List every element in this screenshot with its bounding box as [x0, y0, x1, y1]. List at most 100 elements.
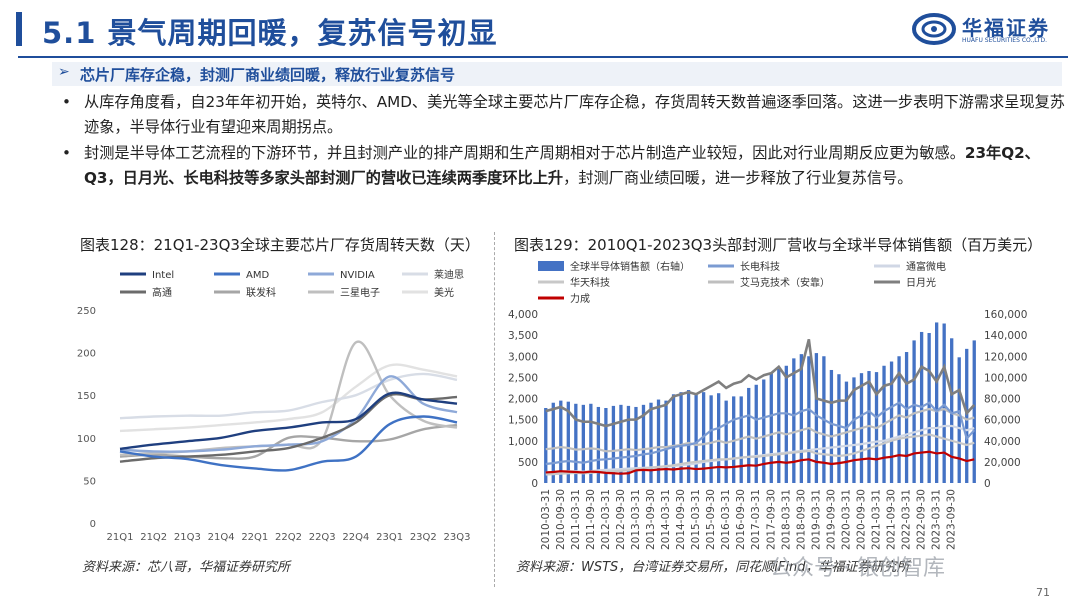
y-left-tick-label: 1,000	[508, 436, 538, 448]
y-left-tick-label: 3,000	[508, 351, 538, 363]
y-left-tick-label: 2,000	[508, 394, 538, 406]
x-tick-label: 2014-03-31	[660, 489, 672, 550]
x-tick-label: 2018-03-31	[780, 489, 792, 550]
revenue-bar	[777, 368, 781, 483]
x-tick-label: 2012-03-31	[600, 489, 612, 550]
y-right-tick-label: 80,000	[984, 394, 1021, 406]
legend-label: 联发科	[246, 286, 276, 299]
revenue-bar	[634, 406, 638, 483]
y-tick-label: 50	[83, 476, 96, 487]
revenue-bar	[679, 392, 683, 483]
revenue-bar	[965, 348, 969, 483]
y-left-tick-label: 500	[518, 457, 538, 469]
x-tick-label: 2015-03-31	[690, 489, 702, 550]
legend-label: 全球半导体销售额（右轴）	[570, 260, 690, 273]
x-tick-label: 2019-09-30	[825, 489, 837, 550]
series-line-3	[545, 407, 975, 453]
legend-label: 美光	[434, 286, 454, 299]
logo-subtitle: HUAFU SECURITIES CO.,LTD.	[962, 37, 1048, 44]
x-tick-label: 21Q4	[208, 532, 235, 543]
revenue-bar	[935, 322, 939, 483]
x-tick-label: 2020-03-31	[840, 489, 852, 550]
revenue-bar	[717, 393, 721, 483]
revenue-bar	[589, 403, 593, 483]
subheading-text: 芯片厂库存企稳，封测厂商业绩回暖，释放行业复苏信号	[80, 66, 456, 84]
x-tick-label: 21Q2	[140, 532, 167, 543]
chart2-source: 资料来源：WSTS，台湾证券交易所，同花顺iFind，华福证券研究所	[516, 560, 910, 575]
x-tick-label: 2016-03-31	[720, 489, 732, 550]
revenue-bar	[799, 354, 803, 483]
revenue-bar	[604, 408, 608, 483]
x-tick-label: 2010-03-31	[540, 489, 552, 550]
revenue-bar	[837, 374, 841, 483]
bullet-list: • 从库存角度看，自23年年初开始，英特尔、AMD、美光等全球主要芯片厂库存企稳…	[56, 90, 1066, 192]
x-tick-label: 22Q3	[309, 532, 336, 543]
revenue-bar	[641, 404, 646, 483]
y-tick-label: 150	[77, 391, 96, 402]
bullet-bold-text: 23年Q2、Q3，日月光、长电科技等多家头部封测厂的营收已连续两季度环比上升	[84, 144, 1040, 187]
revenue-bar	[671, 394, 676, 483]
x-tick-label: 22Q4	[342, 532, 369, 543]
revenue-bar	[709, 395, 713, 483]
revenue-bar	[566, 401, 570, 483]
x-tick-label: 2016-09-30	[735, 489, 747, 550]
revenue-bar	[619, 404, 623, 483]
y-right-tick-label: 40,000	[984, 436, 1021, 448]
x-tick-label: 2012-09-30	[615, 489, 627, 550]
x-tick-label: 2017-03-31	[750, 489, 762, 550]
legend-label: 日月光	[906, 276, 936, 289]
y-tick-label: 0	[90, 519, 96, 530]
legend-label: 力成	[570, 292, 590, 305]
revenue-bar	[581, 404, 585, 483]
subheading-box: ➢ 芯片厂库存企稳，封测厂商业绩回暖，释放行业复苏信号	[52, 62, 1062, 86]
series-line-3	[119, 372, 458, 420]
x-tick-label: 2013-09-30	[645, 489, 657, 550]
series-line-2	[545, 433, 975, 476]
bullet-text: 封测是半导体工艺流程的下游环节，并且封测产业的排产周期和生产周期相对于芯片制造产…	[84, 144, 965, 162]
revenue-bar	[694, 393, 698, 483]
y-right-tick-label: 20,000	[984, 457, 1021, 469]
x-tick-label: 2017-09-30	[765, 489, 777, 550]
page-number: 71	[1036, 586, 1050, 599]
series-line-2	[119, 375, 458, 453]
legend-label: AMD	[246, 270, 269, 281]
x-tick-label: 21Q3	[174, 532, 201, 543]
bullet-item: • 封测是半导体工艺流程的下游环节，并且封测产业的排产周期和生产周期相对于芯片制…	[56, 141, 1066, 191]
x-tick-label: 2013-03-31	[630, 489, 642, 550]
x-tick-label: 2010-09-30	[555, 489, 567, 550]
revenue-bar	[686, 390, 691, 483]
y-tick-label: 100	[77, 434, 96, 445]
revenue-bar	[559, 400, 563, 483]
x-tick-label: 2020-09-30	[855, 489, 867, 550]
revenue-bar	[957, 357, 961, 483]
series-line-4	[545, 339, 976, 428]
revenue-bar	[656, 399, 661, 483]
revenue-bar	[769, 373, 773, 483]
y-tick-label: 200	[77, 349, 96, 360]
y-tick-label: 250	[77, 306, 96, 317]
logo-name: 华福证券	[962, 16, 1050, 40]
revenue-bar	[972, 340, 976, 483]
x-tick-label: 2021-09-30	[886, 489, 898, 550]
bullet-item: • 从库存角度看，自23年年初开始，英特尔、AMD、美光等全球主要芯片厂库存企稳…	[56, 90, 1066, 140]
revenue-bar	[784, 365, 788, 483]
legend-label: NVIDIA	[340, 270, 375, 281]
legend-label: 高通	[152, 286, 172, 299]
series-line-7	[119, 363, 458, 433]
chart1-title: 图表128：21Q1-23Q3全球主要芯片厂存货周转天数（天）	[80, 236, 480, 254]
series-line-1	[119, 415, 458, 472]
revenue-bar	[792, 358, 796, 483]
x-tick-label: 23Q2	[410, 532, 437, 543]
legend-swatch	[538, 261, 564, 271]
chart1-source: 资料来源：芯八哥，华福证券研究所	[82, 560, 291, 575]
x-tick-label: 2023-09-30	[946, 489, 958, 550]
revenue-bar	[626, 405, 631, 483]
company-logo: 华福证券 HUAFU SECURITIES CO.,LTD.	[912, 12, 1072, 46]
x-tick-label: 2018-09-30	[795, 489, 807, 550]
legend-label: 长电科技	[740, 260, 780, 273]
x-tick-label: 2023-03-31	[931, 489, 943, 550]
x-tick-label: 22Q1	[241, 532, 268, 543]
chart2-title: 图表129：2010Q1-2023Q3头部封测厂营收与全球半导体销售额（百万美元…	[514, 236, 1043, 254]
revenue-bar	[754, 384, 758, 483]
x-tick-label: 2014-09-30	[675, 489, 687, 550]
